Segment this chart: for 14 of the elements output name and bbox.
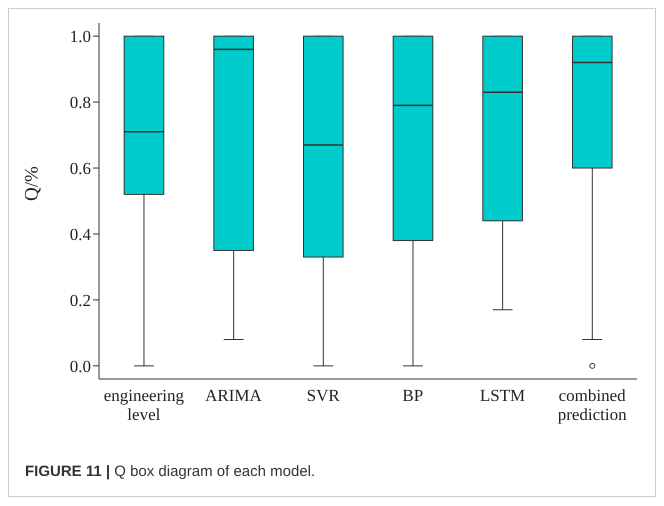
y-tick-label: 1.0 [70,27,91,46]
y-axis-title: Q/% [22,166,43,201]
x-tick-label: ARIMA [205,386,263,405]
x-tick-label: LSTM [480,386,526,405]
y-tick-label: 0.2 [70,290,91,310]
y-tick-label: 0.0 [70,356,91,376]
y-tick-label: 0.4 [70,225,92,244]
x-tick-label: combined prediction [558,386,628,424]
y-tick-label: 0.8 [70,93,91,112]
x-tick-label: SVR [306,386,340,405]
x-tick-label: engineering level [104,386,184,424]
y-tick-label: 0.6 [70,159,91,178]
caption: FIGURE 11 | Q box diagram of each model. [24,462,316,482]
x-tick-label: BP [402,386,424,405]
